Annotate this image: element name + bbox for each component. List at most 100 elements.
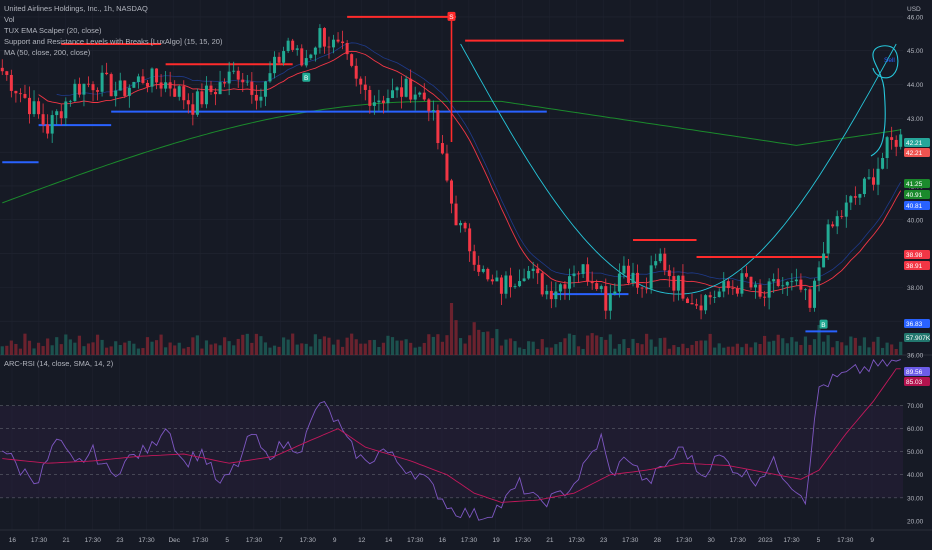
candle-body [894,139,898,147]
candle-body [37,101,41,115]
candle-body [758,284,762,297]
candle-body [164,82,168,89]
currency-label: USD [907,6,921,13]
volume-bar [545,347,549,355]
price-tag-value: 38.98 [906,252,923,259]
candle-body [209,85,213,92]
signal-markers: S B B [302,11,828,329]
ema-scalper-legend[interactable]: TUX EMA Scalper (20, close) [4,26,102,35]
volume-bar [327,337,331,355]
volume-bar [749,347,753,355]
volume-bar [390,337,395,355]
candle-body [232,70,236,72]
rsi-legend[interactable]: ARC-RSI (14, close, SMA, 14, 2) [4,359,114,368]
volume-bar [831,347,835,355]
candle-body [363,84,367,90]
volume-bar [835,341,839,355]
volume-bar [345,337,349,355]
candle-body [336,39,340,42]
rsi-tag-value: 89.56 [906,369,923,376]
volume-bar [554,344,558,355]
support-resistance-legend[interactable]: Support and Resistance Levels with Break… [4,37,223,46]
volume-bar [776,334,780,355]
candle-body [322,28,326,47]
volume-bar [195,335,199,355]
candle-body [286,40,290,52]
volume-bar [254,333,258,355]
volume-bar [300,343,304,355]
candle-body [431,110,435,112]
volume-bar [690,344,694,355]
time-tick-label: 17:30 [730,537,747,544]
price-tag [904,250,930,259]
volume-bar [753,342,758,355]
volume-bar [304,343,308,355]
moving-average-legend[interactable]: MA (50, close, 200, close) [4,48,91,57]
candle-body [685,298,689,304]
candle-body [77,83,81,95]
candle-body [608,293,612,311]
candle-body [141,76,145,83]
volume-bar [468,335,472,355]
candle-body [327,46,331,48]
volume-bar [105,347,109,355]
candle-body [617,273,621,292]
volume-bar [227,341,231,355]
volume-legend[interactable]: Vol [4,15,15,24]
candle-body [82,83,86,95]
candle-body [876,168,880,185]
volume-bar [213,343,218,355]
volume-bar [785,343,789,355]
candle-body [436,110,440,144]
ma50-line [56,42,902,286]
candle-body [690,303,694,305]
volume-bar [871,341,876,355]
candle-body [885,137,889,158]
candle-body [345,43,349,55]
candle-body [663,253,667,271]
volume-bar [436,334,440,355]
volume-bar [145,337,150,355]
volume-bar [899,341,903,355]
candle-body [195,91,199,115]
price-tag-value: 42.21 [906,140,923,147]
volume-bar [318,339,322,355]
time-tick-label: 17:30 [246,537,263,544]
volume-bar [399,340,404,355]
volume-bar [481,332,485,355]
candle-body [282,51,286,63]
volume-bar [499,345,504,355]
candle-body [518,281,522,287]
chart-title: United Airlines Holdings, Inc., 1h, NASD… [4,4,148,13]
candle-body [549,290,553,300]
rsi-tick-label: 20.00 [907,518,924,525]
volume-bar [649,339,653,355]
time-tick-label: 17:30 [676,537,693,544]
candle-body [590,281,594,284]
candle-body [486,268,490,280]
volume-bar [717,343,721,355]
candle-body [504,275,508,294]
volume-bar [313,334,317,355]
candle-body [245,81,249,83]
volume-bar [431,336,435,355]
candle-body [472,251,476,265]
time-tick-label: 17:30 [192,537,209,544]
candle-body [5,71,9,75]
volume-bar [291,333,295,355]
volume-bar [9,340,13,355]
volume-bar [427,334,431,355]
volume-bar [164,347,168,355]
volume-bar [844,345,848,355]
volume-bar [626,347,631,355]
volume-bar [517,347,522,355]
time-tick-label: 23 [600,537,608,544]
volume-bar [676,347,680,355]
volume-bar [32,348,36,355]
candle-body [404,78,408,97]
candle-body [214,91,218,95]
volume-bar [781,338,785,355]
candle-body [649,265,653,289]
candle-body [831,224,835,227]
